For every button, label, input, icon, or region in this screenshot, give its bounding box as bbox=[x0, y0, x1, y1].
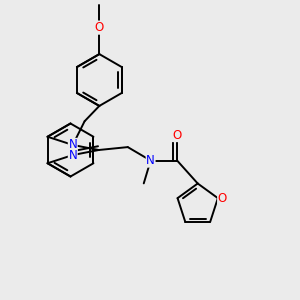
Text: N: N bbox=[146, 154, 155, 167]
Text: O: O bbox=[172, 129, 182, 142]
Text: N: N bbox=[68, 138, 77, 152]
Text: O: O bbox=[218, 192, 227, 205]
Text: N: N bbox=[68, 148, 77, 162]
Text: O: O bbox=[95, 21, 104, 34]
